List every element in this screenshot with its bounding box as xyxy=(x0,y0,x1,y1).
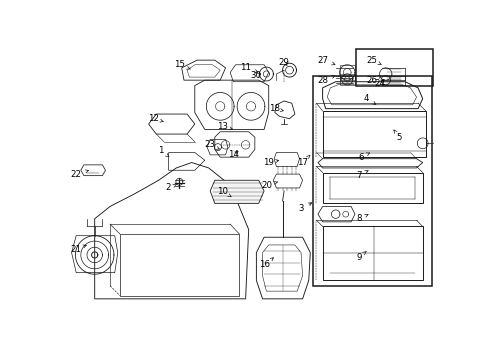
Text: 26: 26 xyxy=(366,76,381,85)
Text: 25: 25 xyxy=(366,56,381,65)
Text: 22: 22 xyxy=(71,170,88,179)
Bar xyxy=(312,76,431,286)
Text: 6: 6 xyxy=(358,153,369,162)
Text: 2: 2 xyxy=(165,184,176,193)
Text: 21: 21 xyxy=(71,245,86,254)
Text: 14: 14 xyxy=(227,150,238,159)
Text: 20: 20 xyxy=(261,181,277,190)
Text: 5: 5 xyxy=(393,130,402,141)
Text: 28: 28 xyxy=(316,75,334,85)
Text: 27: 27 xyxy=(316,56,334,65)
Polygon shape xyxy=(210,180,264,203)
Text: 3: 3 xyxy=(298,203,311,213)
Text: 17: 17 xyxy=(297,155,309,167)
Text: 10: 10 xyxy=(217,186,231,197)
Text: 9: 9 xyxy=(355,251,366,262)
Text: 29: 29 xyxy=(278,58,289,67)
Text: 1: 1 xyxy=(158,147,168,157)
Text: 4: 4 xyxy=(363,94,375,104)
Text: 7: 7 xyxy=(355,171,367,180)
Text: 11: 11 xyxy=(240,63,258,73)
Text: 30: 30 xyxy=(250,71,262,80)
Text: 12: 12 xyxy=(147,114,163,123)
Bar xyxy=(356,49,432,86)
Text: 16: 16 xyxy=(258,258,273,269)
Text: 8: 8 xyxy=(355,214,367,223)
Text: 23: 23 xyxy=(204,140,219,149)
Text: 24: 24 xyxy=(373,79,385,88)
Text: 18: 18 xyxy=(268,104,283,113)
Text: 13: 13 xyxy=(217,122,232,131)
Text: 15: 15 xyxy=(174,60,190,69)
Text: 19: 19 xyxy=(263,158,278,167)
